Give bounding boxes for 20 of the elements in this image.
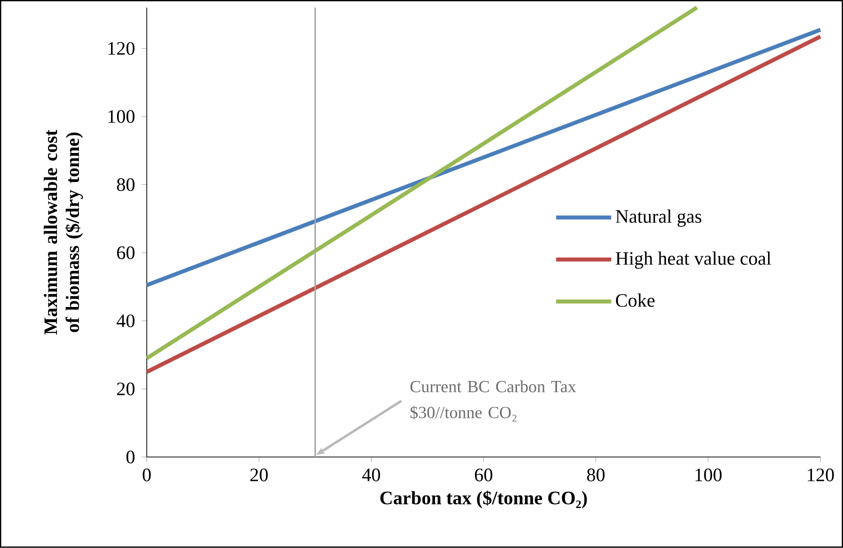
x-tick-label: 60 bbox=[474, 468, 492, 482]
y-tick-label: 20 bbox=[117, 382, 134, 396]
x-tick-label: 40 bbox=[362, 468, 380, 482]
y-tick-label: 100 bbox=[108, 110, 134, 124]
annotation: Current BC Carbon Tax $30//tonne CO₂ bbox=[410, 380, 576, 422]
x-tick-label: 0 bbox=[142, 468, 151, 482]
y-tick-label: 120 bbox=[108, 42, 134, 55]
legend-label: High heat value coal bbox=[616, 252, 772, 269]
y-tick-label: 60 bbox=[117, 246, 134, 260]
x-tick-label: 120 bbox=[808, 468, 834, 482]
y-tick-label: 40 bbox=[116, 314, 134, 328]
legend-label: Coke bbox=[616, 294, 655, 307]
x-tick-label: 100 bbox=[696, 468, 722, 482]
x-tick-label: 80 bbox=[587, 468, 605, 482]
y-tick-label: 0 bbox=[126, 450, 134, 464]
legend-label: Natural gas bbox=[616, 210, 702, 227]
y-axis-title: Maximum allowable cost of biomass ($/dry tonne) bbox=[44, 130, 83, 335]
y-tick-label: 80 bbox=[117, 178, 134, 192]
x-tick-label: 20 bbox=[250, 468, 268, 482]
x-axis-title: Carbon tax ($/tonne CO₂) bbox=[380, 490, 587, 508]
